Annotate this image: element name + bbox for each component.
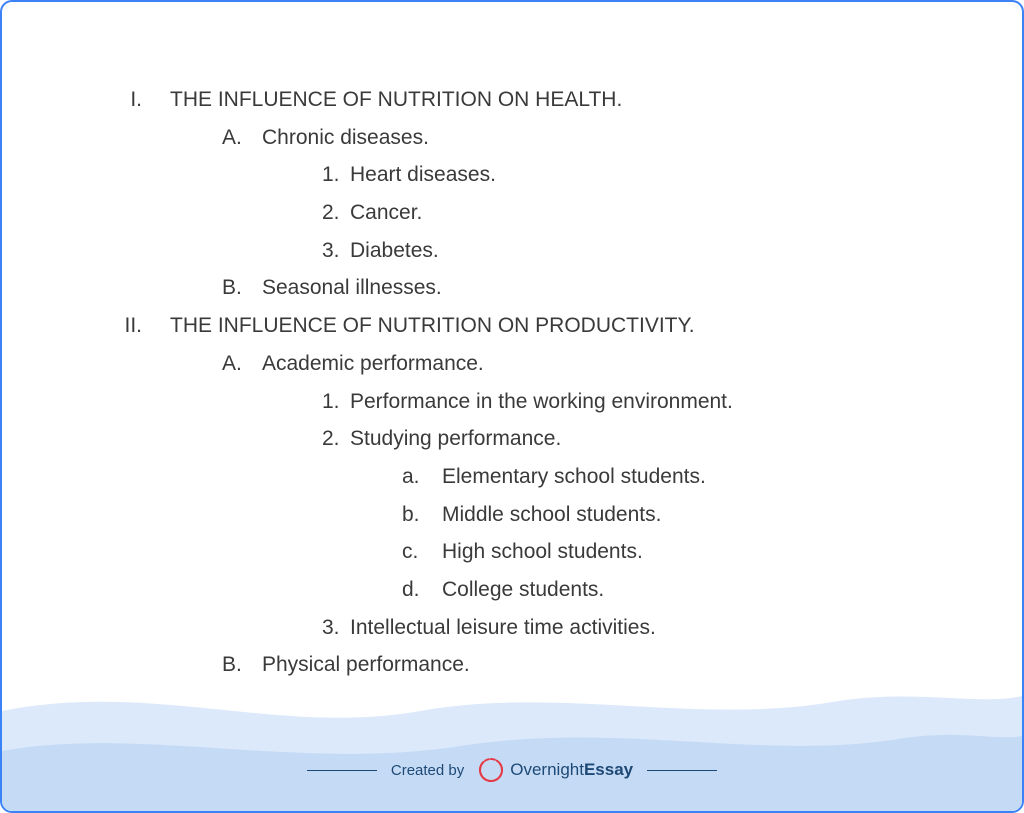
footer-brand-light: Overnight bbox=[510, 760, 584, 779]
outline-level-3: 2. Cancer. bbox=[322, 195, 962, 231]
footer-created-by: Created by bbox=[391, 762, 464, 779]
outline-text: Cancer. bbox=[350, 195, 962, 231]
outline-text: Intellectual leisure time activities. bbox=[350, 610, 962, 646]
outline-level-1: II. THE INFLUENCE OF NUTRITION ON PRODUC… bbox=[122, 308, 962, 344]
outline-level-4: d. College students. bbox=[402, 572, 962, 608]
footer: Created by OvernightEssay bbox=[2, 757, 1022, 783]
outline-level-3: 2. Studying performance. bbox=[322, 421, 962, 457]
outline-marker: 3. bbox=[322, 610, 350, 646]
outline-marker: 2. bbox=[322, 421, 350, 457]
outline-marker: 3. bbox=[322, 233, 350, 269]
outline-marker: A. bbox=[222, 346, 262, 382]
outline-text: College students. bbox=[442, 572, 962, 608]
outline-text: Heart diseases. bbox=[350, 157, 962, 193]
outline-text: Diabetes. bbox=[350, 233, 962, 269]
footer-divider bbox=[307, 770, 377, 771]
outline-level-3: 1. Performance in the working environmen… bbox=[322, 384, 962, 420]
outline-level-2: A. Chronic diseases. bbox=[222, 120, 962, 156]
outline-marker: d. bbox=[402, 572, 442, 608]
outline-level-2: B. Seasonal illnesses. bbox=[222, 270, 962, 306]
outline-text: Studying performance. bbox=[350, 421, 962, 457]
outline-text: Seasonal illnesses. bbox=[262, 270, 962, 306]
outline-marker: B. bbox=[222, 270, 262, 306]
outline-marker: b. bbox=[402, 497, 442, 533]
outline-marker: a. bbox=[402, 459, 442, 495]
outline-marker: A. bbox=[222, 120, 262, 156]
outline-text: High school students. bbox=[442, 534, 962, 570]
document-container: I. THE INFLUENCE OF NUTRITION ON HEALTH.… bbox=[0, 0, 1024, 813]
outline-level-1: I. THE INFLUENCE OF NUTRITION ON HEALTH. bbox=[122, 82, 962, 118]
outline-text: Elementary school students. bbox=[442, 459, 962, 495]
outline-text: THE INFLUENCE OF NUTRITION ON HEALTH. bbox=[170, 82, 962, 118]
outline-text: Performance in the working environment. bbox=[350, 384, 962, 420]
footer-brand-bold: Essay bbox=[584, 760, 633, 779]
outline-level-4: a. Elementary school students. bbox=[402, 459, 962, 495]
footer-logo: OvernightEssay bbox=[478, 757, 633, 783]
outline-marker: II. bbox=[122, 308, 170, 344]
outline-level-2: A. Academic performance. bbox=[222, 346, 962, 382]
outline-marker: 1. bbox=[322, 157, 350, 193]
outline-text: Chronic diseases. bbox=[262, 120, 962, 156]
outline-level-2: B. Physical performance. bbox=[222, 647, 962, 683]
outline-text: Physical performance. bbox=[262, 647, 962, 683]
outline-text: THE INFLUENCE OF NUTRITION ON PRODUCTIVI… bbox=[170, 308, 962, 344]
outline-marker: B. bbox=[222, 647, 262, 683]
outline-content: I. THE INFLUENCE OF NUTRITION ON HEALTH.… bbox=[2, 2, 1022, 683]
outline-marker: I. bbox=[122, 82, 170, 118]
outline-text: Academic performance. bbox=[262, 346, 962, 382]
outline-marker: 1. bbox=[322, 384, 350, 420]
outline-level-3: 3. Intellectual leisure time activities. bbox=[322, 610, 962, 646]
footer-divider bbox=[647, 770, 717, 771]
outline-level-3: 3. Diabetes. bbox=[322, 233, 962, 269]
outline-level-4: b. Middle school students. bbox=[402, 497, 962, 533]
outline-marker: c. bbox=[402, 534, 442, 570]
outline-text: Middle school students. bbox=[442, 497, 962, 533]
clock-icon bbox=[478, 757, 504, 783]
footer-brand: OvernightEssay bbox=[510, 760, 633, 780]
outline-level-4: c. High school students. bbox=[402, 534, 962, 570]
outline-marker: 2. bbox=[322, 195, 350, 231]
outline-level-3: 1. Heart diseases. bbox=[322, 157, 962, 193]
